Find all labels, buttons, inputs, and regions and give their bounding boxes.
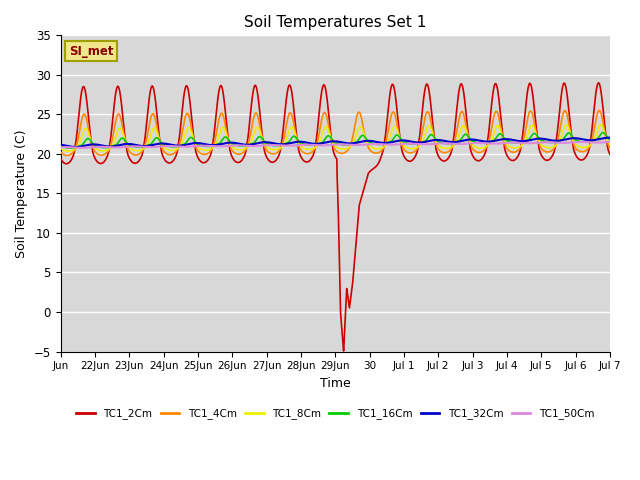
TC1_50Cm: [479, 140, 486, 146]
TC1_2Cm: [463, 116, 470, 122]
TC1_16Cm: [412, 141, 420, 147]
TC1_32Cm: [463, 137, 470, 143]
TC1_8Cm: [152, 126, 159, 132]
TC1_2Cm: [595, 80, 602, 86]
TC1_32Cm: [152, 142, 159, 147]
TC1_16Cm: [463, 132, 470, 137]
TC1_4Cm: [479, 148, 486, 154]
TC1_32Cm: [423, 139, 431, 144]
TC1_4Cm: [423, 109, 431, 115]
TC1_8Cm: [57, 145, 65, 151]
TC1_16Cm: [479, 140, 486, 146]
Line: TC1_2Cm: TC1_2Cm: [61, 83, 610, 351]
TC1_8Cm: [606, 141, 614, 147]
TC1_50Cm: [463, 141, 470, 146]
TC1_8Cm: [596, 122, 604, 128]
TC1_2Cm: [606, 152, 614, 157]
TC1_4Cm: [152, 116, 159, 121]
Legend: TC1_2Cm, TC1_4Cm, TC1_8Cm, TC1_16Cm, TC1_32Cm, TC1_50Cm: TC1_2Cm, TC1_4Cm, TC1_8Cm, TC1_16Cm, TC1…: [72, 404, 598, 423]
TC1_2Cm: [340, 348, 348, 354]
Line: TC1_50Cm: TC1_50Cm: [61, 142, 610, 148]
TC1_2Cm: [412, 152, 420, 158]
TC1_4Cm: [57, 149, 65, 155]
TC1_4Cm: [595, 108, 603, 113]
TC1_4Cm: [63, 153, 71, 158]
TC1_50Cm: [423, 142, 431, 147]
TC1_2Cm: [423, 81, 431, 87]
TC1_2Cm: [151, 95, 159, 101]
TC1_50Cm: [78, 145, 86, 151]
TC1_2Cm: [487, 109, 495, 115]
TC1_16Cm: [67, 145, 74, 151]
TC1_2Cm: [479, 155, 486, 161]
TC1_16Cm: [423, 136, 431, 142]
TC1_50Cm: [606, 139, 614, 144]
Line: TC1_4Cm: TC1_4Cm: [61, 110, 610, 156]
Line: TC1_16Cm: TC1_16Cm: [61, 132, 610, 148]
TC1_2Cm: [57, 156, 65, 161]
TC1_32Cm: [606, 135, 614, 141]
TC1_32Cm: [487, 139, 495, 144]
TC1_16Cm: [57, 143, 65, 149]
TC1_32Cm: [479, 138, 486, 144]
TC1_32Cm: [57, 142, 65, 148]
TC1_4Cm: [487, 129, 495, 135]
TC1_16Cm: [599, 130, 607, 135]
Line: TC1_32Cm: TC1_32Cm: [61, 138, 610, 147]
Text: SI_met: SI_met: [68, 45, 113, 58]
TC1_8Cm: [479, 145, 486, 151]
TC1_8Cm: [65, 148, 72, 154]
Line: TC1_8Cm: TC1_8Cm: [61, 125, 610, 151]
TC1_50Cm: [57, 144, 65, 150]
X-axis label: Time: Time: [320, 377, 351, 390]
TC1_32Cm: [605, 135, 612, 141]
TC1_8Cm: [412, 145, 420, 151]
TC1_50Cm: [412, 141, 420, 147]
TC1_16Cm: [487, 139, 495, 144]
TC1_16Cm: [606, 137, 614, 143]
TC1_50Cm: [487, 141, 495, 146]
TC1_32Cm: [72, 144, 79, 150]
TC1_4Cm: [463, 126, 470, 132]
TC1_50Cm: [152, 144, 159, 150]
TC1_32Cm: [412, 140, 420, 145]
TC1_4Cm: [606, 145, 614, 151]
TC1_16Cm: [152, 135, 159, 141]
TC1_8Cm: [487, 139, 495, 144]
TC1_8Cm: [423, 125, 431, 131]
TC1_4Cm: [412, 147, 420, 153]
TC1_8Cm: [463, 129, 470, 135]
Y-axis label: Soil Temperature (C): Soil Temperature (C): [15, 129, 28, 258]
Title: Soil Temperatures Set 1: Soil Temperatures Set 1: [244, 15, 426, 30]
